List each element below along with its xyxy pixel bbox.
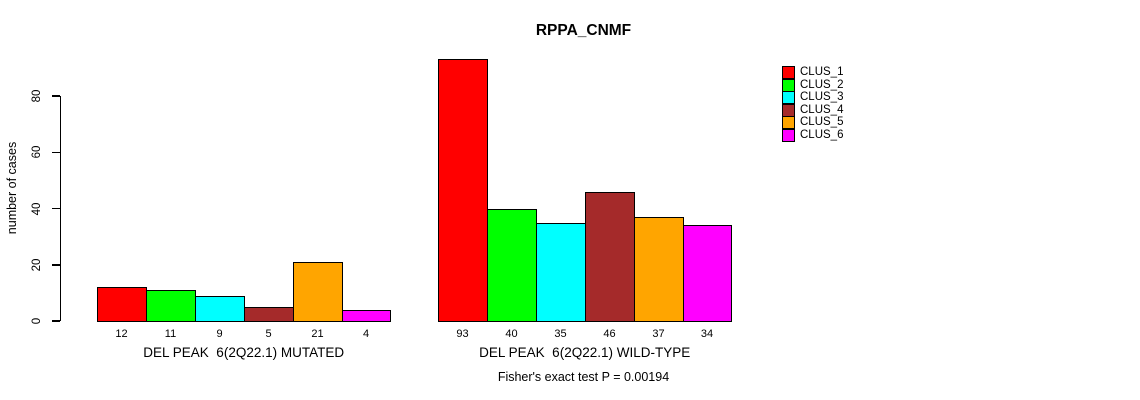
- legend-label: CLUS_2: [800, 78, 844, 91]
- bar-clus_5: [293, 262, 343, 322]
- chart-title: RPPA_CNMF: [535, 22, 632, 39]
- bar-clus_3: [536, 223, 586, 322]
- bar-clus_6: [683, 225, 732, 322]
- y-axis-tick: [52, 207, 60, 210]
- legend-label: CLUS_5: [800, 116, 844, 128]
- bar-value-label: 40: [505, 328, 518, 340]
- bar-clus_5: [634, 217, 684, 322]
- bar-value-label: 35: [554, 328, 567, 340]
- legend-swatch-clus_2: [782, 78, 795, 92]
- bar-value-label: 21: [311, 328, 324, 340]
- bar-value-label: 5: [265, 328, 272, 340]
- legend-swatch-clus_4: [782, 103, 795, 117]
- y-axis-tick-label: 80: [31, 89, 43, 103]
- bar-value-label: 37: [652, 328, 665, 340]
- bar-value-label: 46: [603, 328, 616, 340]
- group-label: DEL PEAK 6(2Q22.1) MUTATED: [143, 345, 345, 360]
- legend-swatch-clus_5: [782, 116, 795, 129]
- bar-clus_4: [585, 192, 635, 322]
- bar-clus_3: [195, 296, 245, 322]
- y-axis-tick-label: 20: [31, 258, 43, 272]
- legend-label: CLUS_6: [800, 128, 844, 141]
- y-axis-label: number of cases: [5, 141, 19, 235]
- bar-value-label: 9: [216, 328, 223, 340]
- legend-swatch-clus_1: [782, 66, 795, 79]
- bar-value-label: 12: [115, 328, 128, 340]
- legend-label: CLUS_4: [800, 103, 844, 116]
- y-axis-tick-label: 40: [31, 202, 43, 215]
- y-axis-tick-label: 60: [31, 145, 43, 159]
- y-axis-tick-label: 0: [31, 317, 43, 325]
- bar-clus_1: [438, 59, 488, 322]
- y-axis-tick: [52, 151, 60, 153]
- bar-value-label: 93: [456, 328, 469, 340]
- y-axis-tick: [52, 95, 60, 97]
- group-label: DEL PEAK 6(2Q22.1) WILD-TYPE: [479, 345, 691, 360]
- legend-label: CLUS_3: [800, 91, 844, 103]
- bar-value-label: 34: [700, 328, 714, 340]
- fisher-exact-test-note: Fisher's exact test P = 0.00194: [497, 370, 670, 384]
- bar-clus_2: [487, 209, 537, 322]
- bar-clus_2: [146, 290, 196, 322]
- bar-clus_4: [244, 307, 294, 322]
- bar-value-label: 11: [164, 328, 177, 340]
- bar-clus_1: [97, 287, 147, 322]
- legend-swatch-clus_3: [782, 91, 795, 104]
- y-axis-tick: [52, 264, 60, 266]
- bar-clus_6: [342, 310, 391, 322]
- legend-swatch-clus_6: [782, 128, 795, 142]
- y-axis-line: [59, 96, 61, 321]
- bar-value-label: 4: [362, 328, 370, 340]
- legend-label: CLUS_1: [800, 66, 844, 78]
- y-axis-tick: [52, 320, 60, 322]
